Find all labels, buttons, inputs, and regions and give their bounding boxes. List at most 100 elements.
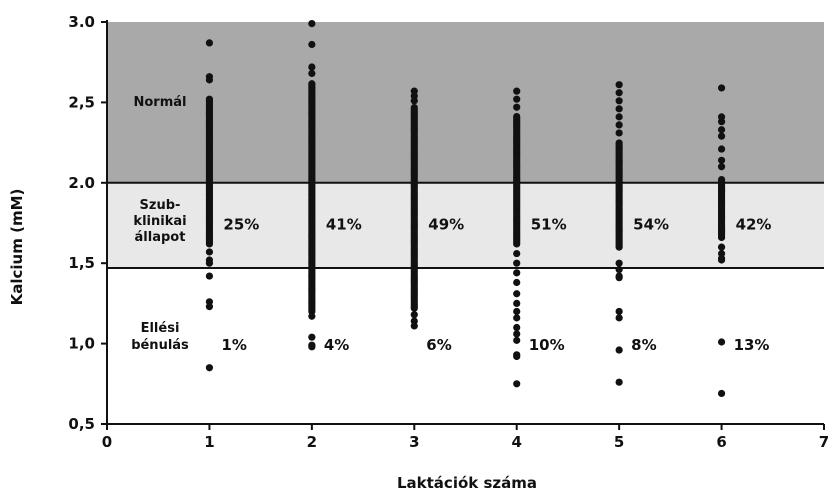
data-point (513, 330, 521, 338)
data-point (205, 76, 214, 84)
data-point (615, 314, 623, 322)
data-point (205, 248, 214, 256)
data-point (308, 63, 316, 71)
data-point (717, 84, 726, 92)
data-point (717, 163, 726, 171)
paresis-percentage: 6% (426, 336, 451, 354)
subclinical-percentage: 41% (326, 216, 362, 234)
data-point (513, 259, 521, 267)
data-point (513, 269, 521, 277)
background-zones (107, 22, 824, 424)
zone-subclinical (107, 182, 824, 269)
paresis-percentage: 13% (734, 336, 770, 354)
subclinical-percentage: 25% (223, 216, 259, 234)
y-tick-label: 1,5 (68, 254, 95, 272)
paresis-percentage: 1% (221, 336, 246, 354)
data-point (615, 89, 623, 97)
data-point (308, 20, 316, 28)
data-point (513, 95, 521, 103)
data-point (717, 145, 726, 153)
data-point (513, 249, 521, 258)
zone-label-paresis: bénulás (131, 338, 189, 353)
data-point (615, 129, 623, 137)
data-point (513, 314, 521, 322)
data-point (410, 103, 418, 112)
data-point (513, 103, 521, 111)
zone-normal (107, 22, 824, 183)
data-point (717, 243, 726, 251)
data-point (615, 113, 623, 121)
zone-label-subclinical: Szub- (140, 198, 181, 213)
data-point (308, 40, 316, 49)
zone-paresis (107, 268, 824, 424)
data-point (308, 69, 316, 78)
data-point (717, 256, 726, 264)
data-point (717, 126, 726, 134)
data-point (410, 311, 418, 319)
paresis-percentage: 4% (324, 336, 349, 354)
y-tick-label: 2,5 (68, 93, 95, 111)
data-point (308, 80, 316, 88)
data-point (513, 323, 521, 332)
data-point (513, 307, 521, 316)
subclinical-percentage: 42% (736, 216, 772, 234)
data-point (205, 303, 214, 311)
data-point (513, 290, 521, 298)
data-point (615, 139, 623, 147)
data-point (615, 259, 623, 267)
data-point (615, 346, 623, 354)
data-point (513, 336, 521, 344)
data-point (615, 97, 623, 105)
data-point (615, 105, 623, 113)
data-point (615, 378, 623, 386)
data-point (717, 389, 726, 398)
x-tick-label: 2 (307, 433, 317, 451)
data-point (308, 333, 316, 341)
data-point (205, 272, 214, 280)
x-tick-label: 3 (409, 433, 419, 451)
data-point (615, 121, 623, 129)
x-tick-label: 1 (204, 433, 214, 451)
paresis-percentage: 8% (631, 336, 656, 354)
data-point (513, 87, 521, 95)
data-point (717, 175, 726, 184)
data-point (205, 364, 214, 372)
data-point (717, 338, 726, 346)
data-point (615, 307, 623, 316)
x-tick-label: 6 (716, 433, 726, 451)
data-point (205, 95, 214, 103)
subclinical-percentage: 54% (633, 216, 669, 234)
data-point (513, 352, 521, 361)
data-point (513, 112, 521, 121)
x-tick-label: 7 (819, 433, 829, 451)
zone-label-paresis: Ellési (141, 321, 180, 336)
data-point (410, 322, 418, 330)
data-point (615, 266, 623, 274)
data-point (308, 343, 316, 351)
y-tick-label: 0,5 (68, 415, 95, 433)
subclinical-percentage: 51% (531, 216, 567, 234)
x-tick-label: 5 (614, 433, 624, 451)
data-point (205, 259, 214, 267)
data-point (308, 312, 316, 320)
data-points (205, 20, 726, 398)
y-tick-label: 3.0 (68, 13, 95, 31)
data-point (615, 81, 623, 89)
data-point (513, 299, 521, 307)
data-point (717, 156, 726, 164)
y-tick-label: 2.0 (68, 174, 95, 192)
threshold-lines (107, 181, 824, 270)
data-point (513, 380, 521, 388)
y-tick-label: 1,0 (68, 335, 95, 353)
axes: 0,5 1,0 1,5 2.0 2,5 3.0 0 1 2 3 4 5 6 7 (68, 13, 829, 451)
paresis-percentage: 10% (529, 336, 565, 354)
zone-label-subclinical: klinikai (133, 214, 186, 229)
data-point (615, 274, 623, 282)
subclinical-percentage: 49% (428, 216, 464, 234)
zone-label-normal: Normál (134, 95, 187, 110)
x-axis-title: Laktációk száma (397, 474, 537, 492)
y-axis-title: Kalcium (mM) (8, 189, 26, 306)
data-point (717, 118, 726, 126)
